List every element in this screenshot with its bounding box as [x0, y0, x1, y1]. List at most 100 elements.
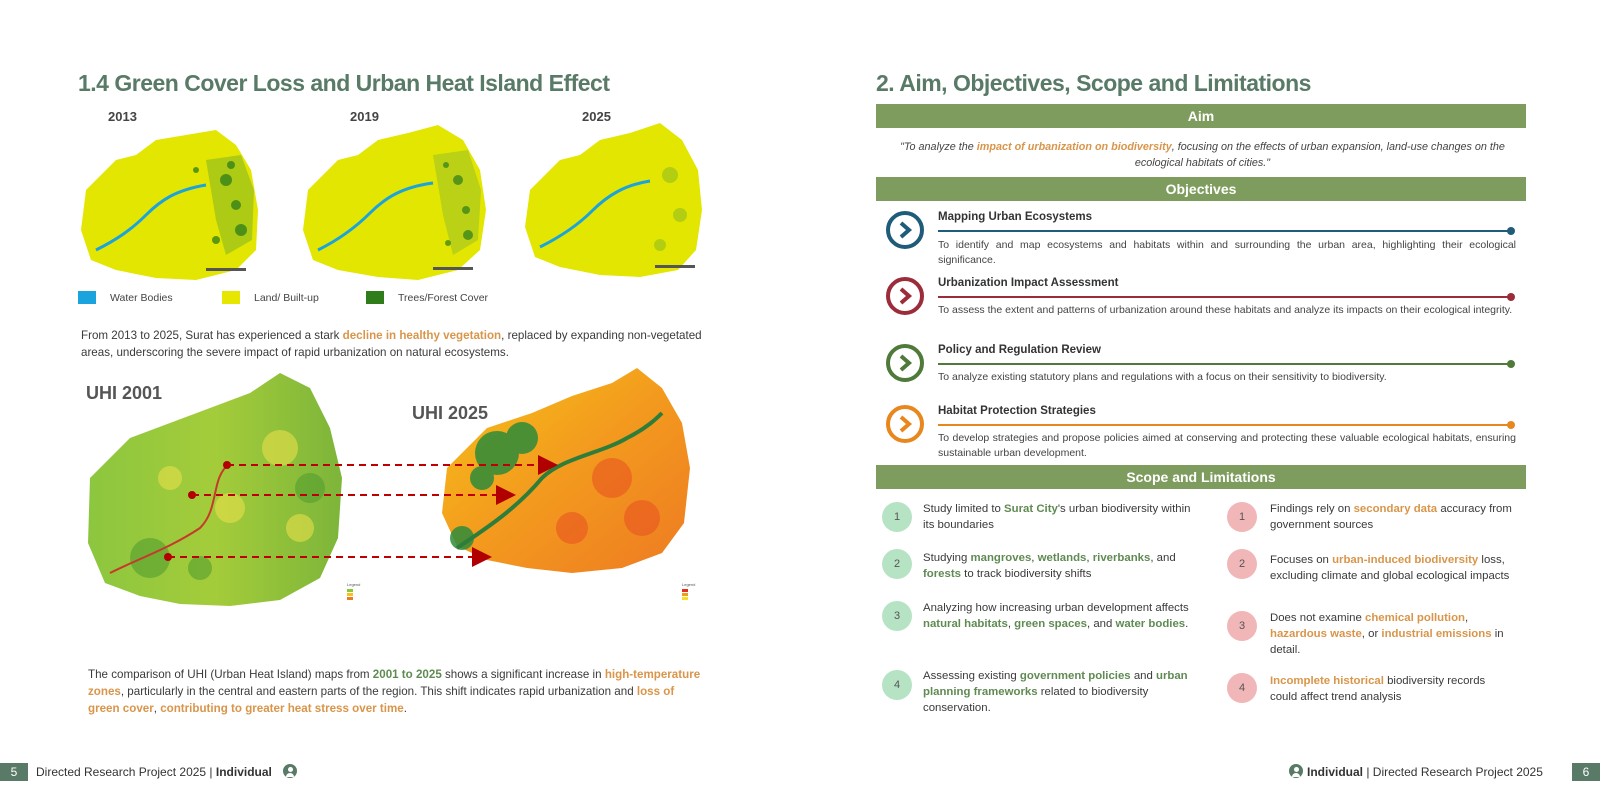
- footer-text: Directed Research Project 2025 |: [36, 765, 216, 779]
- year-label-2013: 2013: [108, 109, 137, 124]
- legend-swatch: [347, 597, 353, 600]
- text-segment: Analyzing how increasing urban developme…: [923, 602, 1189, 614]
- objective-title: Urbanization Impact Assessment: [938, 277, 1119, 289]
- text-highlight: Incomplete historical: [1270, 675, 1384, 687]
- objective-description: To identify and map ecosystems and habit…: [938, 239, 1516, 266]
- scope-number-badge: 1: [882, 502, 912, 532]
- uhi-2025-legend: Legend: [682, 582, 704, 612]
- right-footer: Individual | Directed Research Project 2…: [1289, 763, 1543, 781]
- text-highlight: contributing to greater heat stress over…: [160, 702, 404, 715]
- text-segment: , and: [1086, 618, 1116, 630]
- footer-text: | Directed Research Project 2025: [1363, 765, 1543, 779]
- objective-description: To assess the extent and patterns of urb…: [938, 304, 1513, 316]
- text-segment: .: [1185, 618, 1189, 630]
- text-highlight: loss of green cover: [88, 685, 675, 715]
- legend-water-bodies: Water Bodies: [78, 291, 173, 304]
- text-highlight: government policies: [1019, 670, 1131, 682]
- text-segment: Does not examine: [1270, 612, 1365, 624]
- text-highlight: urban planning frameworks: [923, 670, 1188, 698]
- text-segment: ,: [1007, 618, 1015, 630]
- chevron-right-icon: [886, 277, 924, 315]
- text-segment: Assessing existing: [923, 670, 1020, 682]
- objective-description: To analyze existing statutory plans and …: [938, 371, 1387, 383]
- land-cover-map-2025: [525, 123, 702, 277]
- legend-forest-label: Trees/Forest Cover: [398, 291, 489, 304]
- text-segment: Findings rely on: [1270, 503, 1354, 515]
- legend-swatch: [347, 593, 353, 596]
- scope-header-bar: Scope and Limitations: [876, 465, 1526, 489]
- text-segment: and: [1130, 670, 1156, 682]
- text-highlight: mangroves: [970, 552, 1032, 564]
- text-segment: related to biodiversity conservation.: [923, 686, 1149, 714]
- text-segment: , particularly in the central and easter…: [120, 685, 637, 698]
- objective-dot: [1507, 421, 1515, 429]
- text-segment: ,: [1031, 552, 1038, 564]
- objective-title: Habitat Protection Strategies: [938, 405, 1096, 417]
- legend-swatch: [682, 593, 688, 596]
- scope-item: Analyzing how increasing urban developme…: [923, 600, 1198, 632]
- text-segment: to track biodiversity shifts: [960, 568, 1092, 580]
- land-cover-map-2019: [303, 125, 486, 280]
- limitation-item: Focuses on urban-induced biodiversity lo…: [1270, 552, 1520, 584]
- objective-title: Policy and Regulation Review: [938, 344, 1101, 356]
- right-section-heading: 2. Aim, Objectives, Scope and Limitation…: [876, 70, 1311, 96]
- legend-water-swatch: [78, 291, 96, 304]
- footer-bold-text: Individual: [215, 765, 272, 779]
- text-highlight: secondary data: [1353, 503, 1438, 515]
- aim-header-bar: Aim: [876, 104, 1526, 128]
- legend-land-swatch: [222, 291, 240, 304]
- text-segment: 's urban biodiversity within its boundar…: [923, 503, 1191, 531]
- scope-item: Studying mangroves, wetlands, riverbanks…: [923, 550, 1208, 582]
- text-highlight: wetlands: [1037, 552, 1087, 564]
- right-page-number: 6: [1572, 763, 1600, 781]
- text-segment: biodiversity records could affect trend …: [1270, 675, 1486, 703]
- person-icon: [283, 764, 298, 778]
- chevron-right-icon: [886, 344, 924, 382]
- limitation-number-badge: 4: [1227, 673, 1257, 703]
- limitation-item: Findings rely on secondary data accuracy…: [1270, 501, 1520, 533]
- text-segment: Studying: [923, 552, 971, 564]
- objective-divider: [938, 424, 1511, 426]
- text-segment: "To analyze the: [900, 141, 977, 153]
- text-segment: Study limited to: [923, 503, 1005, 515]
- comparison-arrows: [164, 455, 558, 567]
- legend-forest-swatch: [366, 291, 384, 304]
- text-highlight: natural habitats: [923, 618, 1008, 630]
- legend-forest-cover: Trees/Forest Cover: [366, 291, 488, 304]
- chevron-right-icon: [886, 405, 924, 443]
- text-highlight: green spaces: [1014, 618, 1087, 630]
- uhi-2001-label: UHI 2001: [86, 383, 163, 403]
- legend-land-builtup: Land/ Built-up: [222, 291, 319, 304]
- year-label-2019: 2019: [350, 109, 379, 124]
- text-highlight: impact of urbanization on biodiversity: [976, 141, 1172, 153]
- text-segment: , replaced by expanding non-vegetated ar…: [81, 329, 702, 359]
- text-segment: , and: [1150, 552, 1176, 564]
- year-label-2025: 2025: [582, 109, 611, 124]
- text-segment: , focusing on the effects of urban expan…: [1134, 141, 1505, 169]
- objective-dot: [1507, 227, 1515, 235]
- text-segment: ,: [1086, 552, 1093, 564]
- objective-divider: [938, 363, 1511, 365]
- text-segment: .: [403, 702, 407, 715]
- scope-number-badge: 3: [882, 601, 912, 631]
- uhi-paragraph: The comparison of UHI (Urban Heat Island…: [88, 666, 704, 717]
- text-highlight: forests: [923, 568, 961, 580]
- footer-bold-text: Individual: [1307, 765, 1364, 779]
- objectives-header-bar: Objectives: [876, 177, 1526, 201]
- legend-swatch: [347, 589, 353, 592]
- text-highlight: water bodies: [1115, 618, 1186, 630]
- scope-number-badge: 4: [882, 670, 912, 700]
- limitation-number-badge: 1: [1227, 502, 1257, 532]
- text-highlight: 2001 to 2025: [372, 668, 442, 681]
- text-highlight: decline in healthy vegetation: [342, 329, 502, 342]
- scope-number-badge: 2: [882, 549, 912, 579]
- text-highlight: Surat City: [1004, 503, 1058, 515]
- objective-title: Mapping Urban Ecosystems: [938, 211, 1093, 223]
- left-footer: Directed Research Project 2025 | Individ…: [36, 763, 298, 781]
- text-segment: accuracy from government sources: [1270, 503, 1512, 531]
- uhi-2001-legend: Legend: [347, 582, 369, 612]
- objective-description: To develop strategies and propose polici…: [938, 432, 1516, 459]
- objective-dot: [1507, 360, 1515, 368]
- text-highlight: high-temperature zones: [88, 668, 701, 698]
- objective-divider: [938, 296, 1511, 298]
